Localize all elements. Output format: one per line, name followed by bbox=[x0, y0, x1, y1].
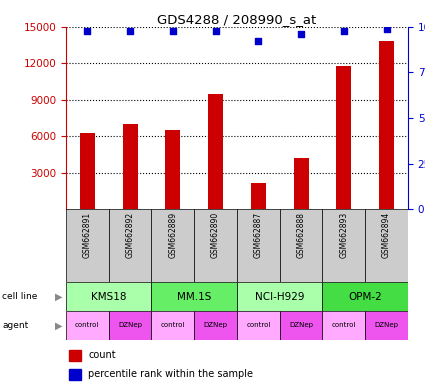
Text: cell line: cell line bbox=[2, 292, 37, 301]
Text: ▶: ▶ bbox=[54, 320, 62, 331]
Text: DZNep: DZNep bbox=[289, 323, 313, 328]
Text: ▶: ▶ bbox=[54, 291, 62, 302]
Bar bbox=[66, 282, 151, 311]
Text: control: control bbox=[75, 323, 99, 328]
Bar bbox=[323, 209, 365, 282]
Bar bbox=[69, 350, 81, 361]
Bar bbox=[379, 41, 394, 209]
Bar bbox=[165, 130, 180, 209]
Text: count: count bbox=[88, 350, 116, 360]
Text: control: control bbox=[332, 323, 356, 328]
Text: GSM662891: GSM662891 bbox=[83, 212, 92, 258]
Bar bbox=[109, 209, 151, 282]
Bar bbox=[66, 209, 109, 282]
Text: GSM662894: GSM662894 bbox=[382, 212, 391, 258]
Text: GSM662893: GSM662893 bbox=[339, 212, 348, 258]
Bar bbox=[109, 311, 151, 340]
Bar bbox=[280, 209, 323, 282]
Text: percentile rank within the sample: percentile rank within the sample bbox=[88, 369, 253, 379]
Bar bbox=[323, 282, 408, 311]
Point bbox=[212, 28, 219, 34]
Text: GSM662890: GSM662890 bbox=[211, 212, 220, 258]
Point bbox=[340, 28, 347, 34]
Point bbox=[255, 38, 262, 45]
Bar bbox=[294, 158, 309, 209]
Bar bbox=[66, 311, 109, 340]
Text: OPM-2: OPM-2 bbox=[348, 291, 382, 302]
Text: GSM662887: GSM662887 bbox=[254, 212, 263, 258]
Bar bbox=[237, 311, 280, 340]
Point bbox=[127, 28, 133, 34]
Bar bbox=[365, 311, 408, 340]
Text: control: control bbox=[161, 323, 185, 328]
Title: GDS4288 / 208990_s_at: GDS4288 / 208990_s_at bbox=[157, 13, 317, 26]
Text: KMS18: KMS18 bbox=[91, 291, 126, 302]
Text: NCI-H929: NCI-H929 bbox=[255, 291, 304, 302]
Bar bbox=[122, 124, 138, 209]
Text: agent: agent bbox=[2, 321, 28, 330]
Bar bbox=[194, 209, 237, 282]
Bar bbox=[151, 209, 194, 282]
Bar bbox=[151, 282, 237, 311]
Bar bbox=[194, 311, 237, 340]
Point bbox=[298, 31, 304, 37]
Point bbox=[383, 26, 390, 32]
Point bbox=[170, 28, 176, 34]
Point bbox=[84, 28, 91, 34]
Bar bbox=[251, 182, 266, 209]
Text: DZNep: DZNep bbox=[204, 323, 227, 328]
Text: MM.1S: MM.1S bbox=[177, 291, 211, 302]
Bar bbox=[151, 311, 194, 340]
Bar bbox=[280, 311, 323, 340]
Bar bbox=[80, 133, 95, 209]
Bar bbox=[69, 369, 81, 379]
Text: GSM662889: GSM662889 bbox=[168, 212, 177, 258]
Bar bbox=[208, 94, 223, 209]
Bar bbox=[237, 282, 323, 311]
Bar bbox=[323, 311, 365, 340]
Text: GSM662892: GSM662892 bbox=[125, 212, 135, 258]
Bar bbox=[336, 66, 351, 209]
Text: DZNep: DZNep bbox=[118, 323, 142, 328]
Text: DZNep: DZNep bbox=[374, 323, 399, 328]
Text: control: control bbox=[246, 323, 270, 328]
Text: GSM662888: GSM662888 bbox=[297, 212, 306, 258]
Bar bbox=[237, 209, 280, 282]
Bar bbox=[365, 209, 408, 282]
